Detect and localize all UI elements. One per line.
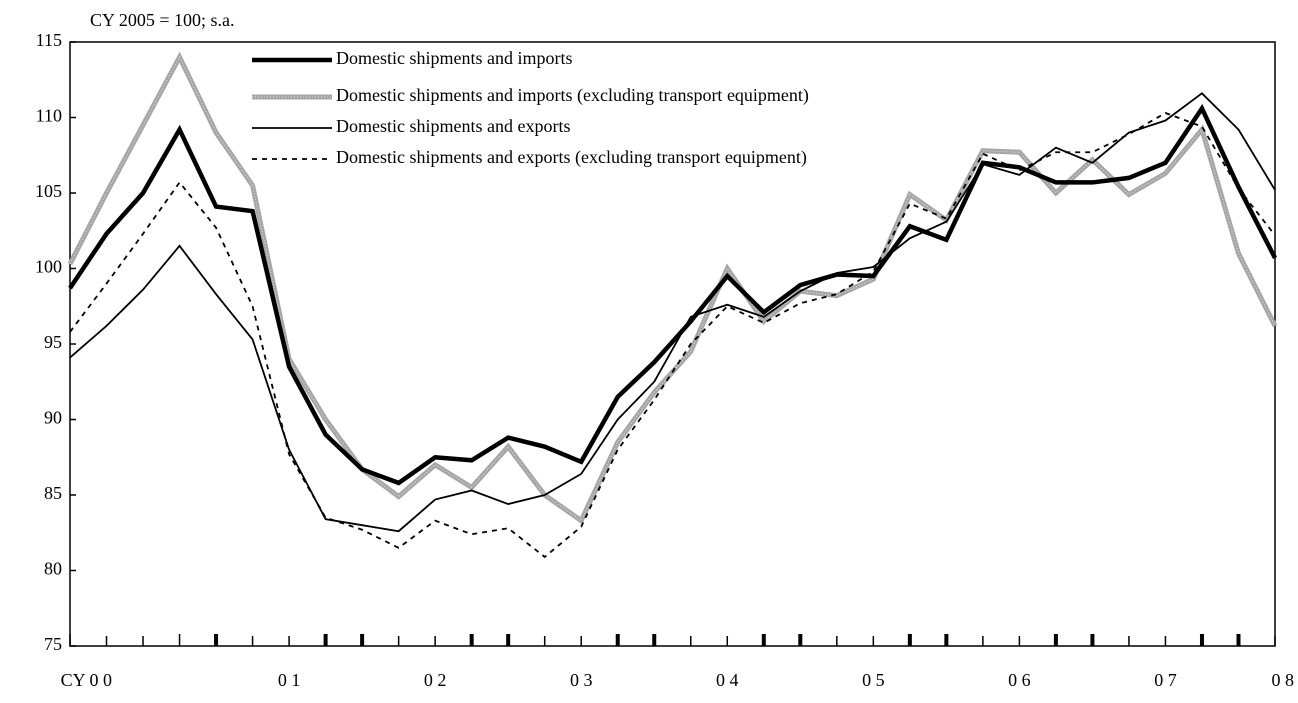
x-year-label: 0 5 <box>862 670 885 690</box>
x-year-label: 0 1 <box>278 670 301 690</box>
x-year-label: 0 8 <box>1272 670 1295 690</box>
y-tick-label: 90 <box>44 408 62 428</box>
y-tick-label: 105 <box>35 181 62 201</box>
x-year-label: 0 3 <box>570 670 593 690</box>
series-line <box>69 111 1276 559</box>
legend-label: Domestic shipments and exports (excludin… <box>336 147 807 168</box>
y-tick-label: 85 <box>44 483 62 503</box>
x-year-label: 0 6 <box>1008 670 1031 690</box>
y-tick-label: 80 <box>44 559 62 579</box>
series-line <box>67 51 1278 525</box>
series-hatch <box>69 56 1276 522</box>
legend-label: Domestic shipments and exports <box>336 116 570 136</box>
series-line <box>68 103 1278 486</box>
legend-label: Domestic shipments and imports <box>336 48 572 68</box>
y-tick-label: 100 <box>35 257 62 277</box>
x-year-label: 0 2 <box>424 670 447 690</box>
y-tick-label: 110 <box>36 106 62 126</box>
y-tick-label: 115 <box>36 30 62 50</box>
x-year-label: 0 4 <box>716 670 739 690</box>
series-line <box>69 92 1276 533</box>
x-year-label: 0 7 <box>1154 670 1177 690</box>
x-year-label: CY 0 0 <box>61 670 112 690</box>
y-axis-label: CY 2005 = 100; s.a. <box>90 10 234 30</box>
y-tick-label: 95 <box>44 332 62 352</box>
y-tick-label: 75 <box>44 634 62 654</box>
legend-label: Domestic shipments and imports (excludin… <box>336 85 809 106</box>
